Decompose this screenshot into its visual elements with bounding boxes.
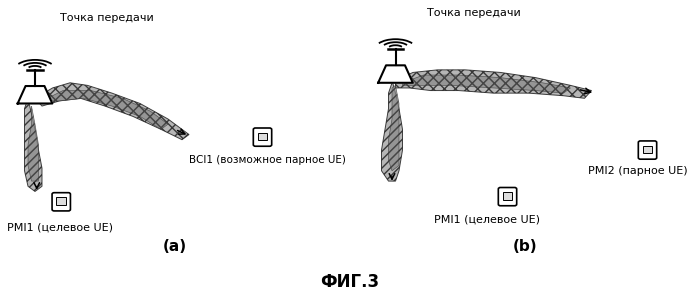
FancyBboxPatch shape — [253, 128, 272, 146]
FancyBboxPatch shape — [498, 188, 517, 206]
Polygon shape — [35, 83, 189, 140]
Polygon shape — [378, 65, 413, 83]
Polygon shape — [395, 70, 592, 98]
Bar — [56, 197, 66, 205]
Polygon shape — [382, 80, 402, 181]
Text: (a): (a) — [163, 238, 187, 253]
Bar — [503, 192, 512, 200]
Text: (b): (b) — [512, 238, 538, 253]
Polygon shape — [42, 91, 168, 129]
FancyBboxPatch shape — [638, 141, 657, 159]
Text: PMI1 (целевое UE): PMI1 (целевое UE) — [7, 223, 113, 233]
Text: Точка передачи: Точка передачи — [60, 13, 153, 23]
Polygon shape — [389, 85, 399, 171]
Bar — [258, 133, 267, 140]
Polygon shape — [25, 98, 42, 191]
Polygon shape — [18, 86, 52, 103]
Bar — [643, 146, 652, 153]
FancyBboxPatch shape — [52, 193, 71, 211]
Polygon shape — [28, 106, 38, 181]
Text: Точка передачи: Точка передачи — [427, 8, 521, 18]
Text: BCI1 (возможное парное UE): BCI1 (возможное парное UE) — [189, 155, 346, 165]
Polygon shape — [402, 75, 570, 93]
Text: PMI1 (целевое UE): PMI1 (целевое UE) — [434, 215, 540, 225]
Text: ФИГ.3: ФИГ.3 — [321, 273, 379, 291]
Text: PMI2 (парное UE): PMI2 (парное UE) — [588, 166, 687, 176]
